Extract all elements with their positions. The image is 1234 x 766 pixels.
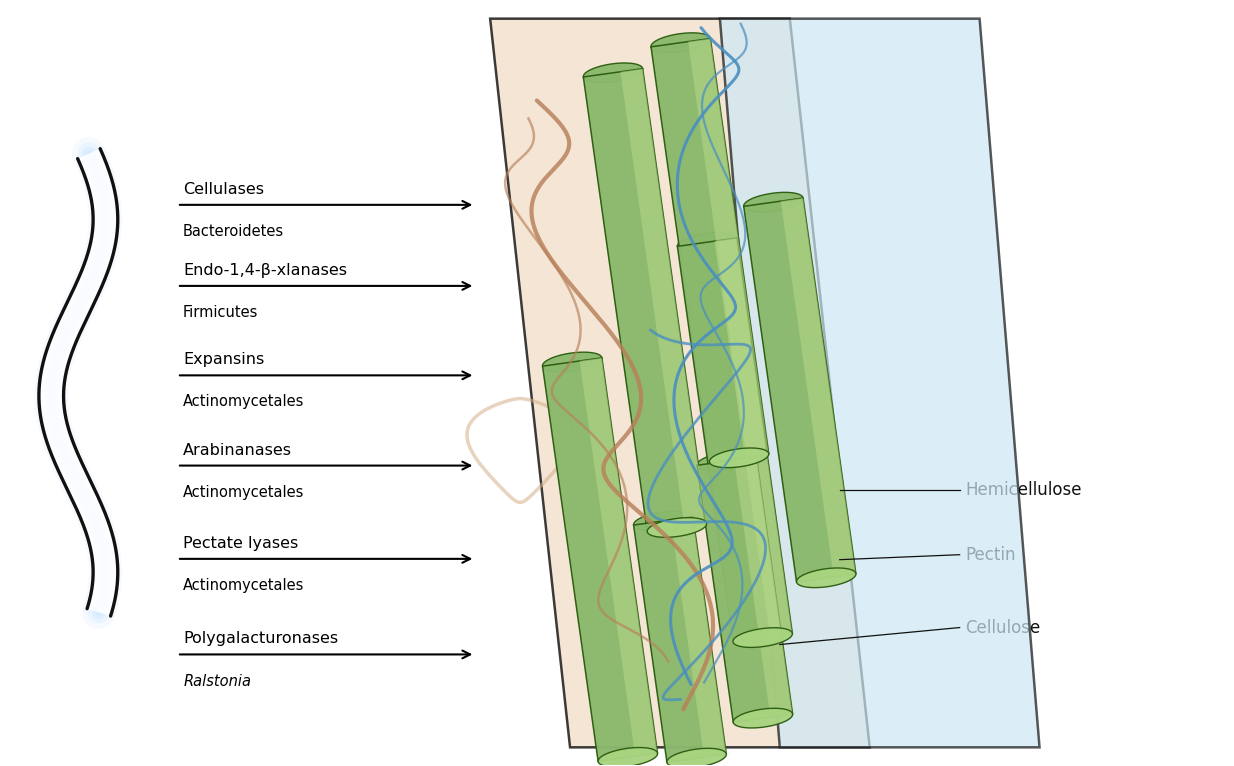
Text: Actinomycetales: Actinomycetales: [183, 394, 305, 410]
Text: Actinomycetales: Actinomycetales: [183, 578, 305, 593]
Text: Actinomycetales: Actinomycetales: [183, 485, 305, 499]
Text: Firmicutes: Firmicutes: [183, 305, 258, 320]
Text: Hemicellulose: Hemicellulose: [966, 481, 1082, 499]
Text: Cellulose: Cellulose: [966, 619, 1040, 637]
Text: Pectate lyases: Pectate lyases: [183, 536, 299, 551]
Polygon shape: [796, 568, 856, 588]
Polygon shape: [697, 457, 792, 722]
Polygon shape: [670, 517, 727, 757]
Text: Pectin: Pectin: [966, 545, 1016, 564]
Polygon shape: [584, 69, 707, 532]
Text: Ralstonia: Ralstonia: [183, 673, 252, 689]
Polygon shape: [697, 451, 756, 471]
Polygon shape: [744, 198, 856, 582]
Polygon shape: [733, 709, 792, 728]
Polygon shape: [719, 18, 1039, 748]
Text: Arabinanases: Arabinanases: [183, 443, 292, 457]
Polygon shape: [621, 69, 707, 526]
Polygon shape: [648, 518, 707, 537]
Polygon shape: [733, 628, 792, 647]
Polygon shape: [652, 38, 769, 462]
Polygon shape: [543, 352, 602, 372]
Polygon shape: [598, 748, 658, 766]
Polygon shape: [781, 198, 856, 577]
Text: Endo-1,4-β-xlanases: Endo-1,4-β-xlanases: [183, 263, 347, 278]
Polygon shape: [633, 517, 727, 762]
Polygon shape: [744, 192, 803, 212]
Polygon shape: [734, 457, 792, 717]
Polygon shape: [710, 448, 769, 467]
Text: Expansins: Expansins: [183, 352, 264, 368]
Polygon shape: [652, 33, 711, 53]
Text: Bacteroidetes: Bacteroidetes: [183, 224, 284, 239]
Polygon shape: [584, 63, 643, 83]
Polygon shape: [580, 358, 658, 756]
Text: Polygalacturonases: Polygalacturonases: [183, 631, 338, 647]
Polygon shape: [714, 238, 792, 637]
Polygon shape: [689, 38, 769, 457]
Polygon shape: [633, 511, 694, 531]
Polygon shape: [39, 149, 117, 616]
Text: Cellulases: Cellulases: [183, 182, 264, 197]
Polygon shape: [677, 238, 792, 642]
Polygon shape: [677, 232, 737, 252]
Polygon shape: [543, 358, 658, 761]
Polygon shape: [490, 18, 870, 748]
Polygon shape: [666, 748, 727, 766]
